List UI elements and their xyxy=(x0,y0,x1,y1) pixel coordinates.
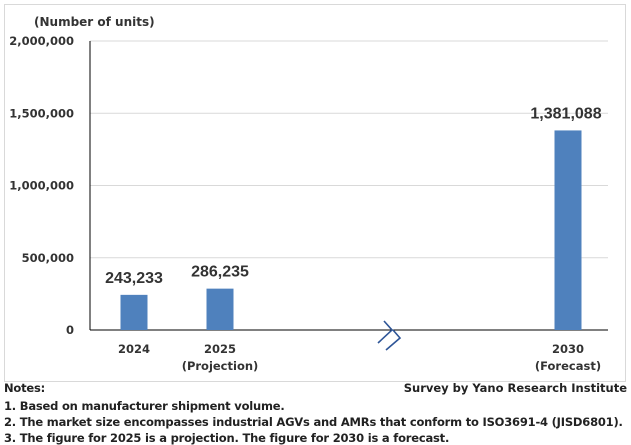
x-tick-label: 2024 xyxy=(118,342,150,356)
x-tick-label: 2030 xyxy=(552,342,584,356)
y-tick-label: 500,000 xyxy=(22,251,74,265)
y-tick-label: 1,000,000 xyxy=(9,179,74,193)
axis-break-icon xyxy=(377,320,402,351)
data-label: 286,235 xyxy=(191,264,249,281)
x-tick-sublabel: (Projection) xyxy=(182,359,259,373)
source-credit: Survey by Yano Research Institute xyxy=(403,381,627,395)
chart-frame xyxy=(4,4,626,382)
data-label: 243,233 xyxy=(105,270,163,287)
bar-2024 xyxy=(120,294,148,330)
notes-heading: Notes: xyxy=(4,381,46,395)
y-tick-label: 2,000,000 xyxy=(9,34,74,48)
y-axis-label: (Number of units) xyxy=(34,15,155,29)
x-tick-sublabel: (Forecast) xyxy=(535,359,601,373)
y-tick-label: 0 xyxy=(66,323,74,337)
note-3: 3. The figure for 2025 is a projection. … xyxy=(4,431,450,445)
note-2: 2. The market size encompasses industria… xyxy=(4,415,623,429)
x-tick-label: 2025 xyxy=(204,342,236,356)
y-tick-label: 1,500,000 xyxy=(9,106,74,120)
bar-2030 xyxy=(554,130,582,330)
bar-chart: (Number of units) 0 500,000 1,000,000 1,500,… xyxy=(9,15,608,373)
note-1: 1. Based on manufacturer shipment volume… xyxy=(4,399,285,413)
data-label: 1,381,088 xyxy=(530,105,601,122)
bar-2025 xyxy=(206,288,234,330)
